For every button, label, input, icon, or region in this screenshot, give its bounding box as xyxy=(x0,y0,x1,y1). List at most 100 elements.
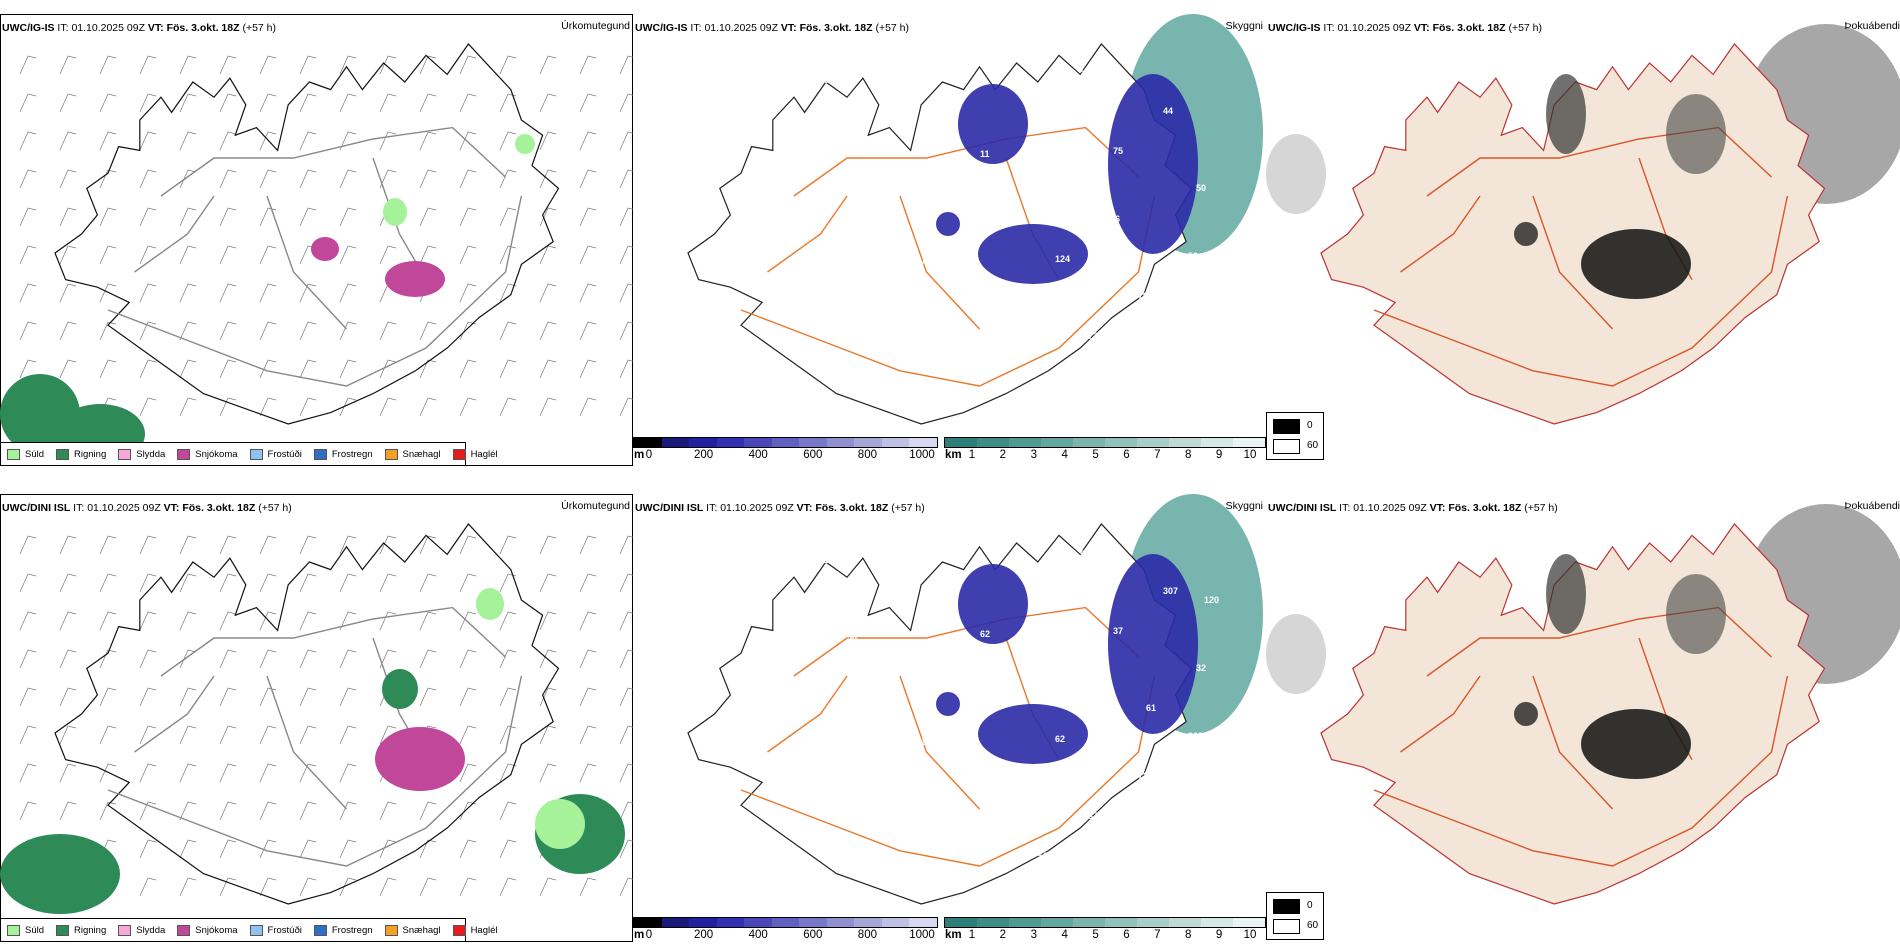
wind-barb xyxy=(539,573,557,593)
cloudbase-label: 216 xyxy=(1022,657,1037,667)
wind-barb xyxy=(259,397,277,417)
legend-swatch xyxy=(7,924,20,936)
low-cloud-area xyxy=(936,212,960,236)
colorbar-tick: 600 xyxy=(803,929,823,941)
wind-barb xyxy=(339,321,357,341)
wind-barb xyxy=(499,207,517,227)
cloudbase-label: 51 xyxy=(1005,774,1015,784)
wind-barb xyxy=(459,169,477,189)
wind-barb xyxy=(379,55,397,75)
colorbar-segment xyxy=(1073,918,1105,927)
low-cloud-area xyxy=(978,224,1088,284)
wind-barb xyxy=(459,359,477,379)
legend-label: Frostregn xyxy=(331,448,373,460)
wind-barb xyxy=(299,131,317,151)
panel-field-cloud-top: Skyggni xyxy=(1225,20,1263,32)
wind-barb xyxy=(379,573,397,593)
colorbar-tick: 600 xyxy=(803,449,823,461)
road-line xyxy=(1532,195,1614,330)
road-line xyxy=(1426,606,1772,677)
wind-barb xyxy=(379,359,397,379)
cloudbase-label: 61 xyxy=(1146,703,1156,713)
fog-legend-bottom: 0 60 xyxy=(1266,892,1324,940)
wind-barb xyxy=(99,573,117,593)
wind-barb xyxy=(539,535,557,555)
colorbar-segment xyxy=(1009,918,1041,927)
colorbar-segment xyxy=(881,438,910,447)
wind-barb xyxy=(459,321,477,341)
colorbar-segment xyxy=(1233,918,1265,927)
cloudbase-label: 237 xyxy=(939,620,954,630)
wind-barb xyxy=(579,573,597,593)
wind-barb xyxy=(219,687,237,707)
legend-label: Haglél xyxy=(470,924,498,936)
cloudbase-label: 37 xyxy=(1113,626,1123,636)
precip-legend-item: Súld xyxy=(7,924,44,936)
colorbar-segment xyxy=(1137,918,1169,927)
low-cloud-area xyxy=(958,564,1028,644)
colorbar-tick: 0 xyxy=(645,449,653,461)
cloudbase-label: 39 xyxy=(914,325,924,335)
wind-barb xyxy=(259,359,277,379)
colorbar-segment xyxy=(799,438,827,447)
wind-barb xyxy=(99,321,117,341)
colorbar-tick: 4 xyxy=(1061,929,1068,941)
precip-legend-top: Súld Rigning Slydda Snjókoma Frostúði Frostre… xyxy=(0,442,498,466)
colorbar-tick: 4 xyxy=(1061,449,1068,461)
cloudbase-label: 59 xyxy=(839,220,849,230)
wind-barb xyxy=(339,801,357,821)
fog-area xyxy=(1546,74,1586,154)
wind-barb xyxy=(179,283,197,303)
road-line xyxy=(1532,675,1614,810)
precip-legend-item: Rigning xyxy=(56,924,106,936)
colorbar-tick: 3 xyxy=(1030,449,1037,461)
wind-barb xyxy=(259,649,277,669)
legend-label: Snjókoma xyxy=(195,924,238,936)
road-line xyxy=(767,675,848,753)
precip-legend-item: Frostregn xyxy=(313,924,373,936)
wind-barb xyxy=(379,397,397,417)
colorbar-tick: 1 xyxy=(968,929,976,941)
cloudbase-label: 132 xyxy=(872,777,887,787)
wind-barb xyxy=(139,763,157,783)
wind-barb xyxy=(499,649,517,669)
wind-barb xyxy=(99,93,117,113)
cloudbase-label: 401 xyxy=(922,257,937,267)
wind-barb xyxy=(579,687,597,707)
wind-barb xyxy=(299,283,317,303)
wind-barb xyxy=(99,801,117,821)
wind-barb xyxy=(619,131,633,151)
wind-barb xyxy=(619,207,633,227)
visibility-unit: km xyxy=(945,449,962,461)
fog-panel-top: UWC/IG-IS IT: 01.10.2025 09Z VT: Fös. 3.… xyxy=(1266,14,1900,466)
fog-area xyxy=(1581,709,1691,779)
cloudbase-label: 62 xyxy=(1055,734,1065,744)
wind-barb xyxy=(339,169,357,189)
wind-barb xyxy=(219,245,237,265)
colorbar-tick: 800 xyxy=(857,929,877,941)
cloudbase-label: 99 xyxy=(1121,558,1131,568)
wind-barb xyxy=(219,207,237,227)
wind-barb xyxy=(99,687,117,707)
wind-barb xyxy=(259,207,277,227)
cloudbase-label: 52 xyxy=(1038,851,1048,861)
wind-barb xyxy=(19,573,37,593)
wind-barb xyxy=(539,649,557,669)
cloudbase-label: 50 xyxy=(1196,183,1206,193)
road-line xyxy=(160,606,506,677)
road-line xyxy=(899,675,981,810)
wind-barb xyxy=(579,359,597,379)
fog-area xyxy=(1266,134,1326,214)
wind-barb xyxy=(299,573,317,593)
cloudbase-label: 39 xyxy=(831,288,841,298)
cloudbase-label: 36 xyxy=(997,362,1007,372)
wind-barb xyxy=(219,877,237,897)
wind-barb xyxy=(59,321,77,341)
wind-barb xyxy=(539,283,557,303)
cloudbase-label: 160 xyxy=(955,814,970,824)
wind-barb xyxy=(59,359,77,379)
panel-title-precip-bottom: UWC/DINI ISL IT: 01.10.2025 09Z VT: Fös.… xyxy=(2,502,292,514)
wind-barb xyxy=(379,611,397,631)
wind-barb xyxy=(379,725,397,745)
legend-swatch xyxy=(249,924,263,936)
